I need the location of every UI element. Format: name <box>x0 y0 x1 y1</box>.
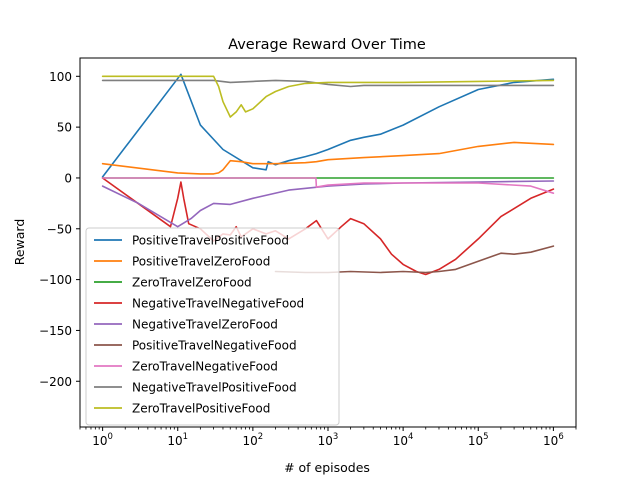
y-tick-label: 50 <box>57 121 72 135</box>
legend: PositiveTravelPositiveFood PositiveTravel… <box>85 227 340 426</box>
legend-label: ZeroTravelNegativeFood <box>132 360 278 374</box>
y-axis-label: Reward <box>12 219 27 266</box>
y-tick-label: −200 <box>39 375 72 389</box>
chart-title: Average Reward Over Time <box>228 37 426 53</box>
series-line-2 <box>101 141 555 175</box>
legend-label: NegativeTravelZeroFood <box>132 318 278 332</box>
y-tick-label: 100 <box>49 70 72 84</box>
y-tick-label: −50 <box>47 222 72 236</box>
legend-label: NegativeTravelPositiveFood <box>132 381 297 395</box>
legend-label: PositiveTravelNegativeFood <box>132 339 297 353</box>
legend-label: NegativeTravelNegativeFood <box>132 297 304 311</box>
y-tick-label: −150 <box>39 324 72 338</box>
series-line-1 <box>101 73 555 178</box>
legend-box <box>85 227 340 426</box>
legend-label: ZeroTravelZeroFood <box>132 276 252 290</box>
legend-label: PositiveTravelZeroFood <box>132 255 270 269</box>
x-axis-label: # of episodes <box>284 460 370 475</box>
legend-label: PositiveTravelPositiveFood <box>132 234 289 248</box>
y-axis-ticks: 100 50 0 −50 −100 −150 −200 <box>39 70 80 389</box>
legend-label: ZeroTravelPositiveFood <box>132 402 270 416</box>
series-line-9 <box>101 75 555 118</box>
y-tick-label: 0 <box>64 171 72 185</box>
series-line-7 <box>101 177 555 194</box>
y-tick-label: −100 <box>39 273 72 287</box>
